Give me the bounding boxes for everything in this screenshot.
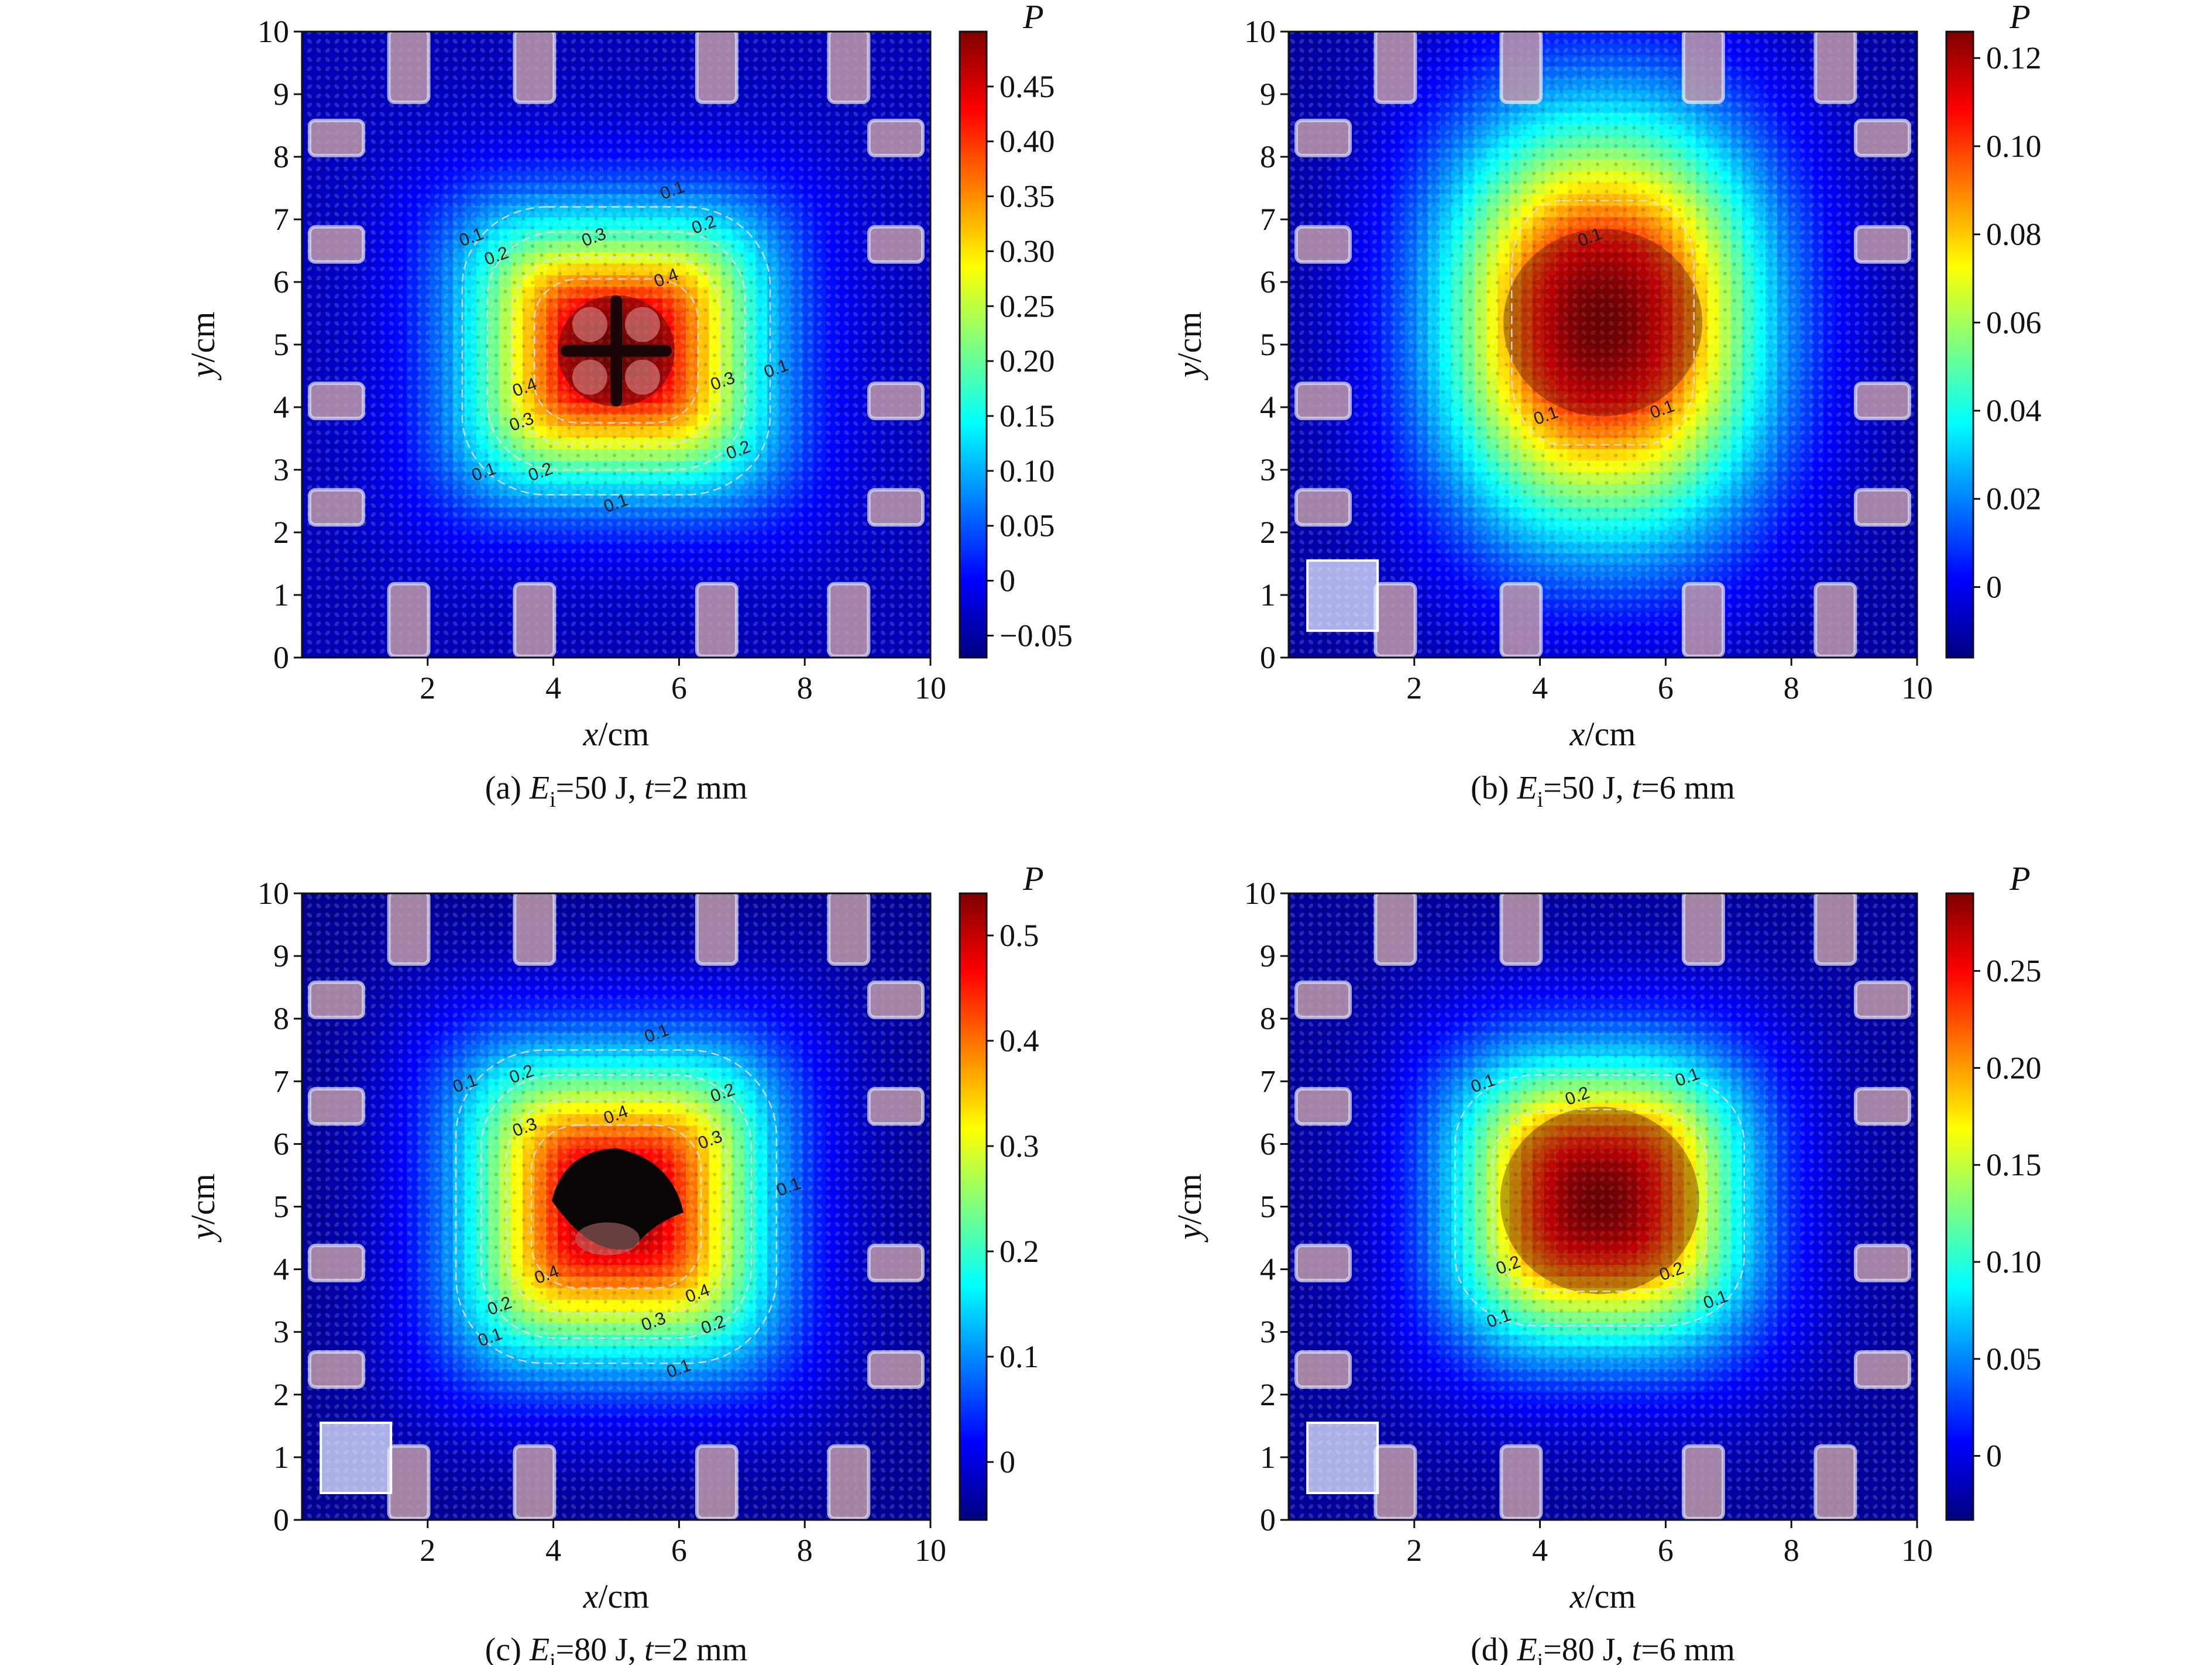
clamp-tab [513, 582, 557, 658]
plot-area: 0.10.1 0.1 [1289, 32, 1917, 658]
colorbar-tick-label: 0.30 [999, 233, 1055, 269]
y-tick-label: 5 [273, 327, 289, 362]
y-tick-label: 3 [273, 452, 289, 487]
x-tick-label: 8 [797, 670, 813, 706]
petal [572, 359, 607, 395]
y-tick-label: 0 [273, 640, 289, 675]
panel-caption: (a) Ei=50 J, t=2 mm [485, 770, 748, 812]
x-axis-label: x/cm [583, 715, 650, 753]
crack-cross [561, 295, 672, 407]
clamp-tab [308, 381, 366, 421]
colorbar-tick-label: 0 [999, 563, 1015, 598]
caption-part: (a) [485, 770, 530, 806]
y-tick-label: 2 [273, 515, 289, 550]
y-axis-unit: /cm [184, 312, 222, 363]
clamp-tab [308, 488, 366, 527]
petal [625, 359, 660, 395]
y-tick-label: 6 [273, 264, 289, 300]
colorbar-tick-label: 0.05 [999, 508, 1055, 543]
colorbar [959, 30, 988, 659]
clamp-tab [308, 225, 366, 264]
clamp-tabs [308, 32, 925, 658]
clamp-tab [867, 381, 925, 421]
y-axis-var: y [184, 362, 222, 380]
contour-line [511, 256, 721, 446]
x-tick-label: 6 [671, 670, 687, 706]
y-tick-label: 4 [273, 390, 289, 425]
colorbar-tick-label: −0.05 [999, 618, 1073, 653]
caption-part: =50 J, [556, 770, 644, 806]
colorbar-tick-label: 0.10 [999, 453, 1055, 489]
clamp-tab [867, 118, 925, 157]
clamp-tab [867, 225, 925, 264]
colorbar-label: P [1022, 0, 1043, 36]
x-axis-var: x [583, 715, 599, 753]
contour-line [534, 278, 699, 424]
y-tick-label: 10 [257, 14, 289, 49]
petal [572, 307, 607, 342]
clamp-tab [695, 582, 739, 658]
colorbar-tick-label: 0.45 [999, 69, 1055, 104]
x-tick-label: 2 [420, 670, 435, 706]
caption-part: t [644, 770, 654, 806]
clamp-tab [827, 582, 871, 658]
clamp-tab [387, 32, 431, 104]
clamp-tab [695, 32, 739, 104]
petal [625, 307, 660, 342]
colorbar-tick-label: 0.40 [999, 124, 1055, 159]
clamp-tab [387, 582, 431, 658]
y-tick-label: 1 [273, 577, 289, 613]
clamp-tab [308, 118, 366, 157]
contour-line [461, 206, 771, 496]
x-axis-unit: /cm [598, 715, 649, 753]
x-tick-label: 4 [545, 670, 561, 706]
colorbar-tick-label: 0.15 [999, 398, 1055, 434]
clamp-tab [867, 488, 925, 527]
impact-damage [558, 295, 675, 407]
caption-part: =2 mm [654, 770, 748, 806]
clamp-tab [827, 32, 871, 104]
plot-area: 0.10.10.10.10.10.20.20.20.20.30.30.30.40… [302, 32, 930, 658]
y-tick-label: 7 [273, 202, 289, 237]
colorbar-tick-label: 0.25 [999, 288, 1055, 324]
y-tick-label: 9 [273, 77, 289, 112]
y-tick-label: 8 [273, 139, 289, 174]
x-tick-label: 10 [915, 670, 946, 706]
caption-part: i [549, 787, 556, 812]
colorbar-tick-label: 0.20 [999, 343, 1055, 379]
contour-line [486, 231, 746, 471]
panel-a: 0.10.10.10.10.10.20.20.20.20.30.30.30.40… [184, 0, 1073, 812]
colorbar-tick-label: 0.35 [999, 179, 1055, 214]
clamp-tab [513, 32, 557, 104]
y-axis-label: y/cm [184, 312, 222, 381]
caption-part: E [529, 770, 549, 806]
